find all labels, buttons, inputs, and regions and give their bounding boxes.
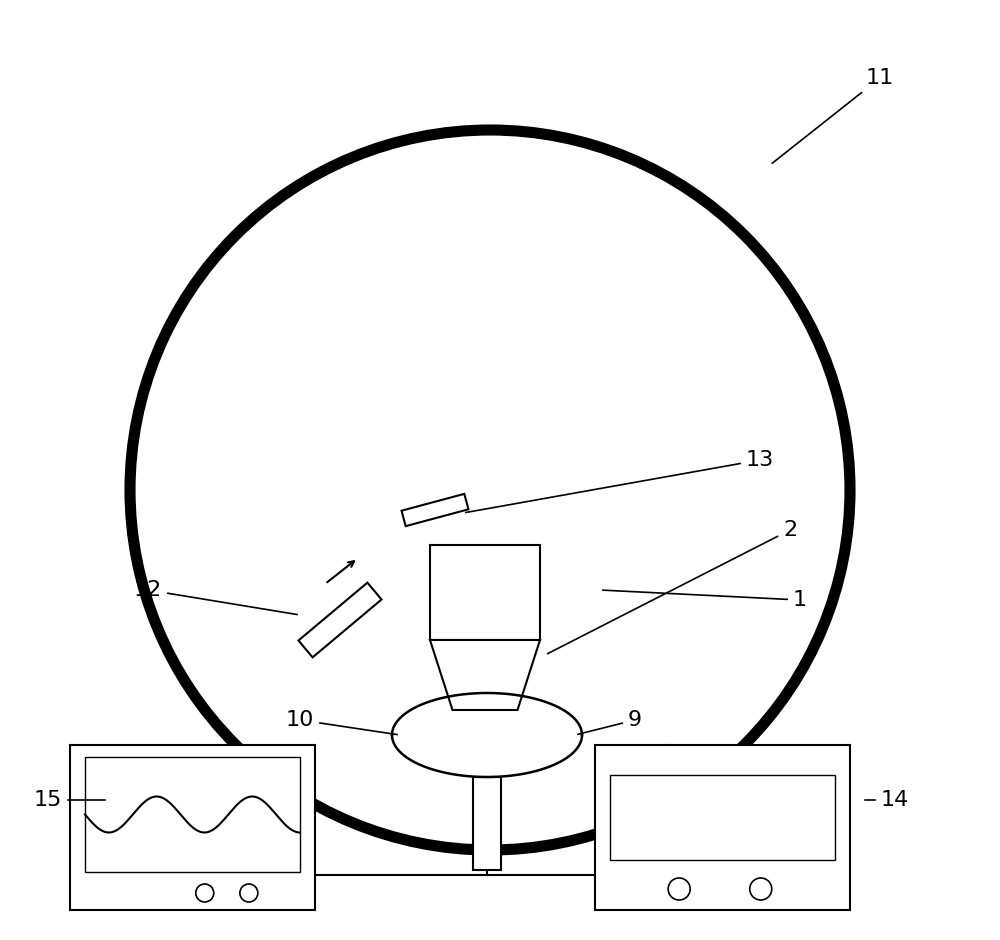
Text: 9: 9: [578, 710, 642, 734]
Text: 14: 14: [865, 790, 909, 810]
Circle shape: [130, 130, 850, 850]
Bar: [85, 757, 300, 872]
Text: 1: 1: [603, 590, 807, 610]
Polygon shape: [298, 583, 382, 657]
Text: 11: 11: [772, 68, 894, 164]
Bar: [595, 745, 850, 910]
Text: 13: 13: [466, 450, 774, 512]
Polygon shape: [430, 640, 540, 710]
Bar: [70, 745, 315, 910]
Bar: [473, 777, 501, 870]
Text: 2: 2: [547, 520, 797, 653]
Text: 15: 15: [34, 790, 105, 810]
Bar: [430, 545, 540, 640]
Bar: [610, 775, 835, 860]
Text: 10: 10: [286, 710, 397, 734]
Text: 12: 12: [134, 580, 297, 615]
Polygon shape: [402, 494, 468, 526]
